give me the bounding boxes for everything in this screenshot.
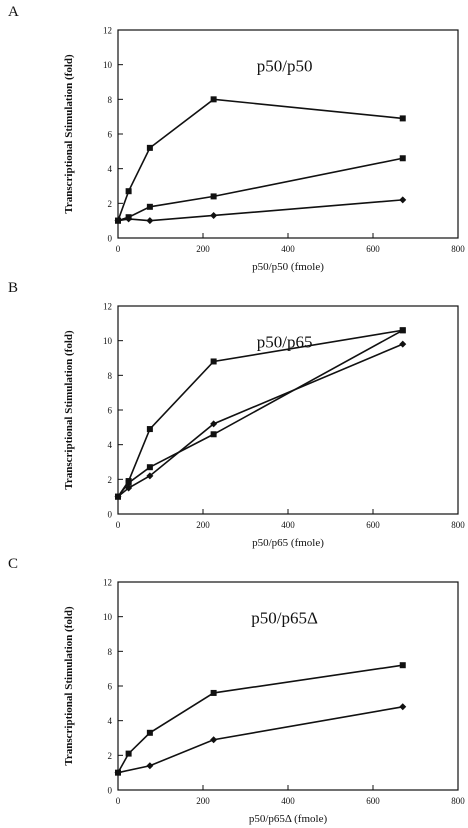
y-tick-label: 10 [103,612,113,622]
x-tick-label: 200 [196,796,210,806]
x-tick-label: 400 [281,244,295,254]
y-tick-label: 12 [103,578,112,588]
x-tick-label: 800 [451,244,465,254]
data-point-square [210,358,217,365]
data-point-diamond [146,472,154,480]
chart-a: 0 2 4 6 8 10 12 0 200 400 600 800 p50/p50 (fmole) Tra… [63,26,465,274]
data-point-diamond [114,493,122,501]
y-tick-label: 2 [108,199,113,209]
data-point-square [146,729,153,736]
x-tick-label: 600 [366,796,380,806]
data-point-diamond [146,762,154,770]
y-tick-label: 6 [108,682,113,692]
x-tick-label: 600 [366,520,380,530]
y-axis-label: Transcriptional Stimulation (fold) [63,54,75,214]
x-tick-label: 0 [116,520,121,530]
y-tick-label: 10 [103,60,113,70]
y-tick-label: 6 [108,130,113,140]
data-point-diamond [210,211,218,219]
y-tick-label: 10 [103,336,113,346]
data-point-diamond [125,484,133,492]
data-point-diamond [399,340,407,348]
y-tick-label: 2 [108,475,113,485]
data-point-square [210,193,217,200]
x-axis-label: p50/p65Δ (fmole) [249,813,328,825]
y-tick-label: 0 [108,510,113,520]
series-line [117,199,403,222]
x-tick-label: 200 [196,520,210,530]
panel-c: C 0 2 4 6 8 10 12 0 200 400 600 800 p50/p65Δ (fmole)… [0,552,468,828]
y-tick-label: 8 [108,371,113,381]
y-tick-label: 6 [108,406,113,416]
x-tick-label: 400 [281,796,295,806]
series-line [117,343,404,498]
x-tick-label: 0 [116,796,121,806]
data-point-square [125,188,132,195]
data-point-diamond [399,703,407,711]
panel-a: A 0 2 4 6 8 10 12 0 200 400 600 800 p50/p50 (fmole) T… [0,0,468,276]
y-tick-label: 8 [108,647,113,657]
y-tick-label: 2 [108,751,113,761]
data-point-square [399,155,406,162]
x-tick-label: 800 [451,520,465,530]
data-point-square [146,426,153,433]
y-tick-label: 4 [108,164,113,174]
y-axis-label: Transcriptional Stimulation (fold) [63,330,75,490]
chart-c: 0 2 4 6 8 10 12 0 200 400 600 800 p50/p65Δ (fmole) Tr… [63,578,465,826]
data-point-square [146,464,153,471]
data-point-diamond [210,420,218,428]
data-point-diamond [114,217,122,225]
data-point-diamond [114,769,122,777]
data-point-diamond [146,217,154,225]
y-tick-label: 4 [108,440,113,450]
x-axis-label: p50/p65 (fmole) [252,537,324,549]
x-tick-label: 600 [366,244,380,254]
series-line [117,706,403,774]
series-line [117,329,403,498]
y-tick-label: 8 [108,95,113,105]
data-point-diamond [210,736,218,744]
data-point-diamond [399,196,407,204]
y-axis-label: Transcriptional Stimulation (fold) [63,606,75,766]
data-point-square [146,144,153,151]
y-tick-label: 12 [103,26,112,36]
panel-letter: B [8,280,19,296]
data-point-square [125,479,132,486]
x-tick-label: 200 [196,244,210,254]
x-tick-label: 0 [116,244,121,254]
data-point-square [210,431,217,438]
inset-title: p50/p65Δ [251,609,318,628]
x-tick-label: 400 [281,520,295,530]
data-point-square [399,115,406,122]
x-axis-label: p50/p50 (fmole) [252,261,324,273]
series-line [117,98,403,221]
data-point-square [399,327,406,334]
y-tick-label: 0 [108,234,113,244]
data-point-square [125,750,132,757]
series-line [117,664,403,774]
y-tick-label: 4 [108,716,113,726]
y-tick-label: 12 [103,302,112,312]
series-line [117,329,404,498]
data-point-diamond [125,215,133,223]
data-point-square [146,203,153,210]
chart-b: 0 2 4 6 8 10 12 0 200 400 600 800 p50/p65 (fmole) Tra… [63,302,465,550]
panel-letter: A [8,4,19,20]
data-point-square [210,689,217,696]
inset-title: p50/p50 [257,57,313,76]
y-tick-label: 0 [108,786,113,796]
data-point-square [399,662,406,669]
x-tick-label: 800 [451,796,465,806]
panel-letter: C [8,556,19,572]
inset-title: p50/p65 [257,333,313,352]
data-point-square [210,96,217,103]
panel-b: B 0 2 4 6 8 10 12 0 200 400 600 800 p50/p65 (fmole) T… [0,276,468,552]
